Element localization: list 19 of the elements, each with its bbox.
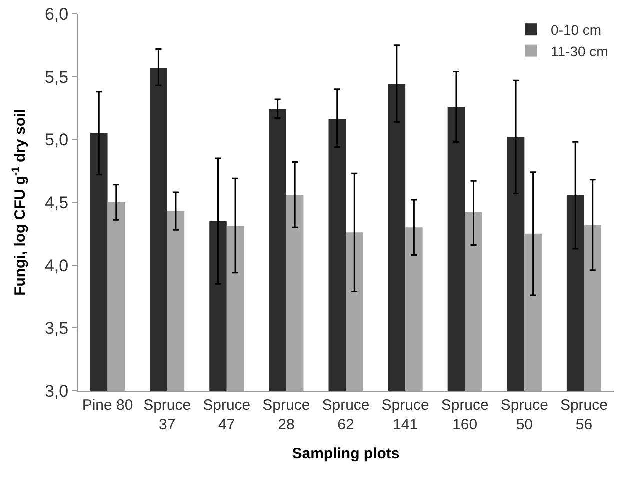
x-tick-label: Spruce 141 (382, 397, 430, 434)
y-tick-label: 6,0 (44, 4, 69, 24)
y-tick-label: 3,5 (44, 319, 69, 338)
y-tick-label: 5,0 (44, 130, 69, 150)
x-tick-label: Spruce 56 (560, 397, 608, 434)
legend-label: 11-30 cm (551, 43, 608, 60)
x-tick-label: Spruce 37 (144, 397, 192, 434)
x-tick-label: Pine 80 (82, 397, 134, 414)
x-tick-label: Spruce 62 (322, 397, 370, 434)
legend-label: 0-10 cm (551, 22, 602, 38)
y-tick-label: 3,0 (44, 382, 69, 401)
y-tick-label: 5,5 (44, 68, 69, 87)
x-axis-title: Sampling plots (292, 446, 400, 462)
y-tick-label: 4,5 (44, 193, 69, 212)
x-tick-label: Spruce 28 (262, 397, 310, 434)
y-tick-label: 4,0 (44, 256, 69, 276)
x-tick-label: Spruce 50 (500, 397, 548, 434)
x-tick-label: Spruce 47 (203, 397, 251, 434)
x-tick-label: Spruce 160 (441, 397, 489, 434)
